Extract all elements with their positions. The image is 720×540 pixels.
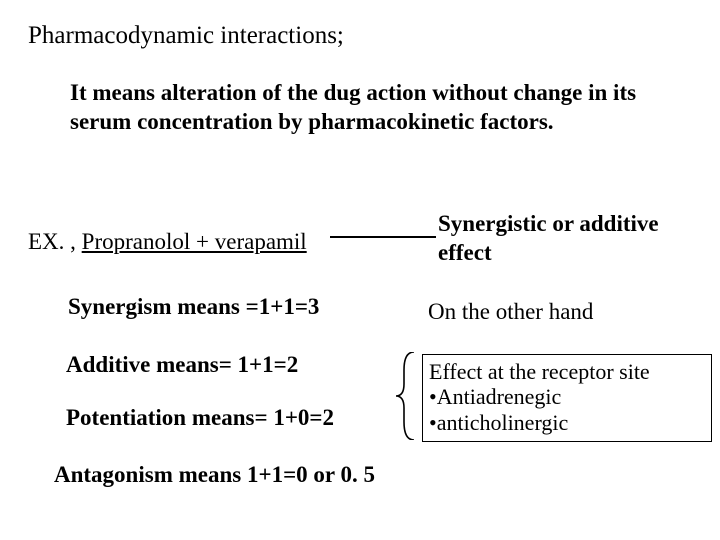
potentiation-definition: Potentiation means= 1+0=2 [66,405,334,431]
synergism-definition: Synergism means =1+1=3 [68,294,319,320]
on-other-hand-text: On the other hand [428,299,593,325]
antagonism-definition: Antagonism means 1+1=0 or 0. 5 [54,462,375,488]
synergistic-additive-label: Synergistic or additive effect [438,210,688,268]
effect-line-3: •anticholinergic [429,410,705,435]
slide-title: Pharmacodynamic interactions; [28,22,344,50]
receptor-effect-box: Effect at the receptor site •Antiadreneg… [422,354,712,442]
example-text: EX. , Propranolol + verapamil [28,229,307,255]
additive-definition: Additive means= 1+1=2 [66,352,298,378]
example-underlined: Propranolol + verapamil [82,229,307,254]
example-abbrev: EX. , [28,229,82,254]
brace-icon [394,352,416,440]
definition-text: It means alteration of the dug action wi… [70,78,660,137]
effect-line-1: Effect at the receptor site [429,359,705,384]
connector-line [330,236,436,238]
effect-line-2: •Antiadrenegic [429,384,705,409]
